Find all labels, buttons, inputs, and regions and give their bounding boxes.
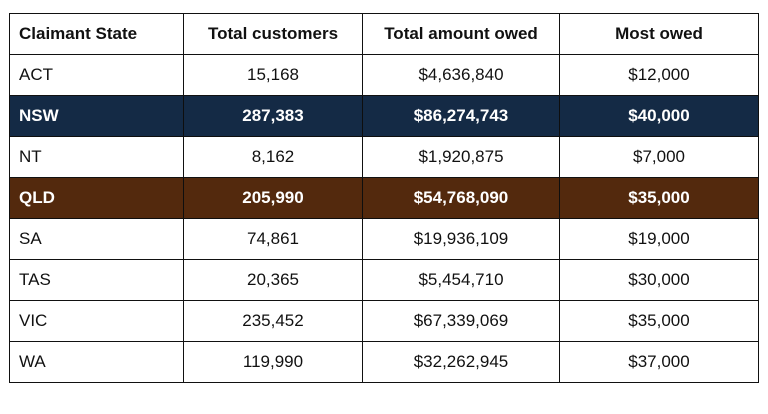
cell-most-owed: $19,000 bbox=[559, 218, 759, 260]
cell-state: NT bbox=[9, 136, 184, 178]
cell-most-owed: $35,000 bbox=[559, 177, 759, 219]
cell-most-owed: $35,000 bbox=[559, 300, 759, 342]
table-row: TAS 20,365 $5,454,710 $30,000 bbox=[9, 259, 759, 301]
table-row: NSW 287,383 $86,274,743 $40,000 bbox=[9, 95, 759, 137]
cell-total-customers: 8,162 bbox=[183, 136, 363, 178]
cell-total-customers: 205,990 bbox=[183, 177, 363, 219]
cell-total-amount-owed: $4,636,840 bbox=[362, 54, 560, 96]
table-row: QLD 205,990 $54,768,090 $35,000 bbox=[9, 177, 759, 219]
column-header-claimant-state: Claimant State bbox=[9, 13, 184, 55]
table-row: ACT 15,168 $4,636,840 $12,000 bbox=[9, 54, 759, 96]
cell-state: QLD bbox=[9, 177, 184, 219]
table-row: NT 8,162 $1,920,875 $7,000 bbox=[9, 136, 759, 178]
cell-state: TAS bbox=[9, 259, 184, 301]
claims-table: Claimant State Total customers Total amo… bbox=[9, 13, 759, 383]
cell-total-amount-owed: $86,274,743 bbox=[362, 95, 560, 137]
cell-state: ACT bbox=[9, 54, 184, 96]
cell-total-amount-owed: $19,936,109 bbox=[362, 218, 560, 260]
cell-total-amount-owed: $67,339,069 bbox=[362, 300, 560, 342]
cell-most-owed: $40,000 bbox=[559, 95, 759, 137]
cell-total-customers: 20,365 bbox=[183, 259, 363, 301]
cell-total-amount-owed: $5,454,710 bbox=[362, 259, 560, 301]
table-row: WA 119,990 $32,262,945 $37,000 bbox=[9, 341, 759, 383]
header-row: Claimant State Total customers Total amo… bbox=[9, 13, 759, 55]
cell-total-customers: 74,861 bbox=[183, 218, 363, 260]
column-header-total-customers: Total customers bbox=[183, 13, 363, 55]
cell-state: NSW bbox=[9, 95, 184, 137]
column-header-total-amount-owed: Total amount owed bbox=[362, 13, 560, 55]
cell-total-amount-owed: $1,920,875 bbox=[362, 136, 560, 178]
cell-state: WA bbox=[9, 341, 184, 383]
cell-most-owed: $30,000 bbox=[559, 259, 759, 301]
column-header-most-owed: Most owed bbox=[559, 13, 759, 55]
cell-total-customers: 119,990 bbox=[183, 341, 363, 383]
cell-most-owed: $12,000 bbox=[559, 54, 759, 96]
cell-total-customers: 287,383 bbox=[183, 95, 363, 137]
cell-total-customers: 235,452 bbox=[183, 300, 363, 342]
cell-most-owed: $37,000 bbox=[559, 341, 759, 383]
cell-total-amount-owed: $32,262,945 bbox=[362, 341, 560, 383]
table-row: SA 74,861 $19,936,109 $19,000 bbox=[9, 218, 759, 260]
table-row: VIC 235,452 $67,339,069 $35,000 bbox=[9, 300, 759, 342]
cell-state: SA bbox=[9, 218, 184, 260]
cell-total-amount-owed: $54,768,090 bbox=[362, 177, 560, 219]
cell-state: VIC bbox=[9, 300, 184, 342]
cell-most-owed: $7,000 bbox=[559, 136, 759, 178]
claims-table-container: Claimant State Total customers Total amo… bbox=[9, 13, 759, 383]
cell-total-customers: 15,168 bbox=[183, 54, 363, 96]
